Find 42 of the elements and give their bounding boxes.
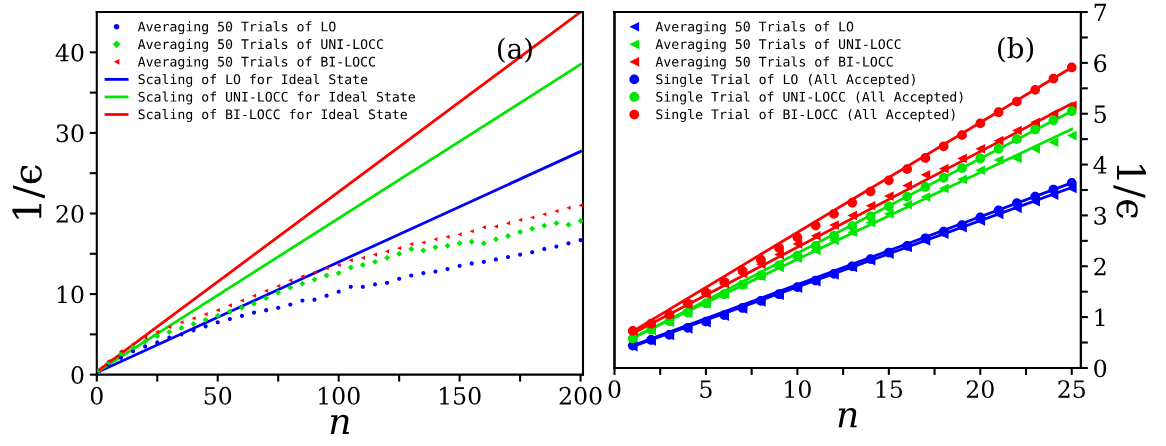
annotation: (b): [998, 36, 1034, 63]
y-tick-label: 20: [56, 204, 84, 223]
legend-label: Averaging 50 Trials of UNI-LOCC: [655, 38, 901, 52]
legend-label: Scaling of BI-LOCC for Ideal State: [138, 109, 407, 122]
legend-label: Single Trial of BI-LOCC (All Accepted): [656, 109, 955, 122]
x-tick-label: 50: [204, 386, 232, 405]
annotation: (a): [498, 37, 532, 63]
y2-tick-label: 6: [1094, 54, 1107, 73]
legend-label: Scaling of LO for Ideal State: [138, 73, 368, 87]
x-tick-label: 150: [439, 386, 481, 405]
x-tick-label: 15: [876, 380, 903, 399]
x-tick-label: 100: [319, 386, 360, 405]
x-tick-label: 200: [559, 386, 602, 405]
y2-tick-label: 4: [1093, 156, 1107, 174]
legend-label: Averaging 50 Trials of BI-LOCC: [137, 56, 375, 70]
y-axis-title: 1/ϵ: [12, 165, 45, 219]
x-tick-label: 10: [785, 380, 811, 399]
legend-label: Averaging 50 Trials of LO: [137, 21, 336, 35]
y-tick-label: 0: [71, 366, 84, 384]
y-tick-label: 30: [56, 124, 84, 143]
x-tick-label: 0: [90, 386, 103, 405]
x-tick-label: 20: [966, 380, 994, 399]
x-tick-label: 0: [608, 380, 621, 399]
legend-label: Scaling of UNI-LOCC for Ideal State: [138, 91, 415, 105]
legend-label: Averaging 50 Trials of LO: [655, 21, 854, 35]
y-tick-label: 10: [57, 285, 84, 304]
y2-tick-label: 2: [1094, 257, 1106, 276]
y2-tick-label: 5: [1094, 105, 1106, 124]
legend-label: Averaging 50 Trials of UNI-LOCC: [137, 38, 383, 52]
legend-label: Averaging 50 Trials of BI-LOCC: [655, 56, 893, 70]
y2-axis-title: 1/ϵ: [1113, 164, 1146, 219]
y2-tick-label: 3: [1094, 206, 1106, 225]
y-tick-label: 40: [55, 43, 84, 62]
x-axis-title: n: [838, 408, 857, 428]
y2-tick-label: 1: [1095, 308, 1105, 327]
x-tick-label: 25: [1058, 380, 1085, 399]
y2-tick-label: 7: [1094, 3, 1106, 22]
x-axis-title: n: [330, 414, 349, 434]
y2-tick-label: 0: [1094, 359, 1107, 378]
x-tick-label: 5: [700, 380, 712, 399]
legend-label: Single Trial of UNI-LOCC (All Accepted): [656, 91, 963, 105]
legend-label: Single Trial of LO (All Accepted): [656, 73, 915, 87]
